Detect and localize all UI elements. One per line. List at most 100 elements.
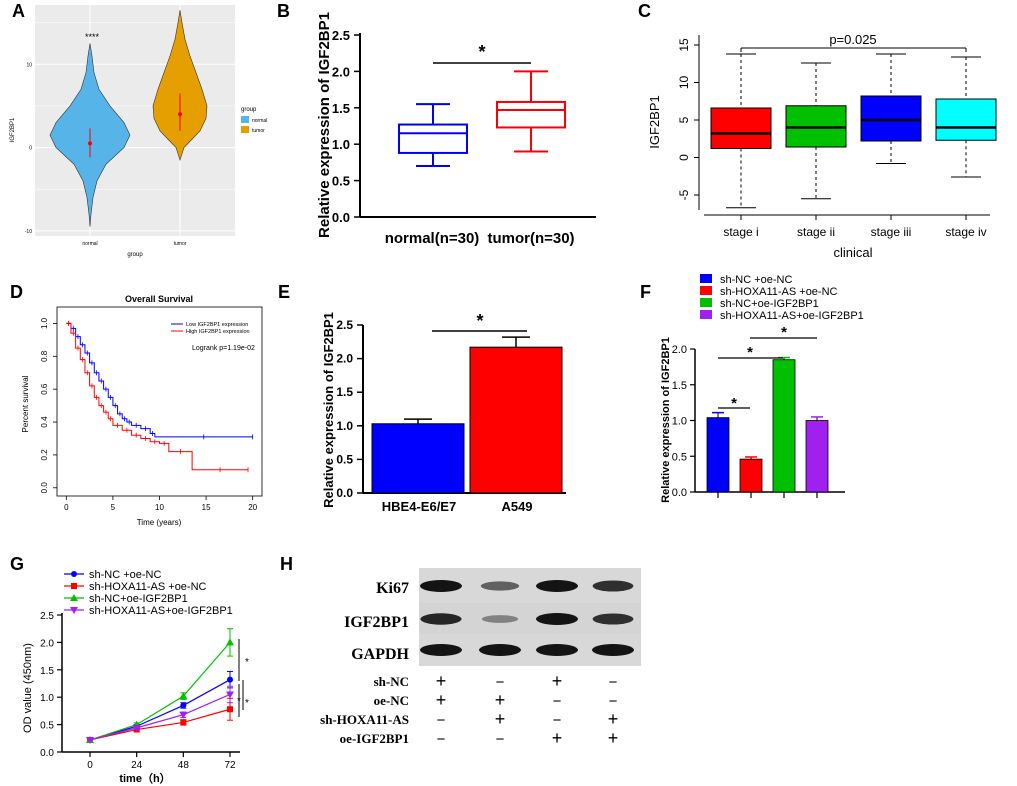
y-axis-label: Relative expression of IGF2BP1 <box>316 12 333 238</box>
x-axis-label: Time (years) <box>137 518 182 527</box>
x-ticks: normal tumor <box>82 241 186 247</box>
condition-mark: + <box>495 690 506 710</box>
y-tick-label: 2.0 <box>336 352 353 366</box>
survival-curve <box>66 322 249 471</box>
y-tick-label: 5 <box>677 116 691 123</box>
bar <box>469 346 563 494</box>
condition-mark: − <box>496 674 505 691</box>
y-tick-label: 0.5 <box>336 452 353 466</box>
box <box>398 123 468 154</box>
significance-label: * <box>245 657 249 668</box>
violins <box>49 10 208 227</box>
significance-label: **** <box>85 32 100 42</box>
x-tick-label: tumor <box>174 241 187 247</box>
y-tick-label: 0.5 <box>40 721 54 732</box>
condition-mark: + <box>608 709 619 729</box>
blot-band <box>420 580 462 592</box>
blot-band <box>536 580 578 592</box>
x-tick-label: 0 <box>87 760 93 771</box>
blot-band <box>536 613 578 625</box>
condition-mark: + <box>436 671 447 691</box>
x-tick-label: 20 <box>248 503 257 512</box>
legend-entry: sh-NC+oe-IGF2BP1 <box>89 593 188 605</box>
x-tick-label: 15 <box>202 503 211 512</box>
logrank-annotation: Logrank p=1.19e-02 <box>192 345 255 352</box>
y-tick-label: 0 <box>677 154 691 161</box>
legend-entry-high: High IGF2BP1 expression <box>186 329 250 335</box>
y-tick-label: 0.5 <box>672 451 687 463</box>
data-point <box>70 607 78 614</box>
pvalue-label: p=0.025 <box>829 32 876 47</box>
condition-mark: − <box>496 731 505 748</box>
panel-label-g: G <box>10 554 24 574</box>
y-tick-label: 10 <box>26 62 32 68</box>
data-point <box>226 691 234 699</box>
y-tick-label: 0.0 <box>40 482 49 494</box>
y-tick-label: 1.0 <box>672 416 687 428</box>
data-point <box>71 571 77 577</box>
y-tick-label: 0.0 <box>332 210 350 225</box>
y-tick-label: 1.5 <box>40 666 54 677</box>
x-tick-label: 5 <box>111 503 116 512</box>
significance-label: * <box>476 311 483 331</box>
box <box>860 95 922 142</box>
axis-ticks: 0 5 10 15 20 0.0 0.2 0.4 0.6 0.8 1.0 <box>40 317 258 512</box>
significance-label: * <box>747 344 753 361</box>
condition-mark: + <box>552 728 563 748</box>
blot-band <box>536 644 578 656</box>
y-tick-label: 0.0 <box>336 486 353 500</box>
y-tick-label: 1.5 <box>672 380 687 392</box>
bar <box>772 359 796 493</box>
significance-label: * <box>478 42 485 62</box>
data-point <box>226 638 234 646</box>
x-tick-label: 72 <box>224 760 236 771</box>
band-label-igf2bp1: IGF2BP1 <box>344 614 409 631</box>
panel-a: 10 0 -10 normal tumor **** group IGF2BP1 gr… <box>10 5 267 258</box>
condition-mark: + <box>608 728 619 748</box>
blot-band <box>480 581 520 591</box>
blot-band <box>592 580 634 592</box>
blot-band <box>420 644 462 656</box>
legend-entry-tumor: tumor <box>252 128 265 134</box>
y-ticks: 0.0 0.5 1.0 1.5 2.0 2.5 <box>336 318 363 500</box>
y-tick-label: 0.5 <box>332 174 350 189</box>
y-tick-label: 0.2 <box>40 449 49 461</box>
y-tick-label: 2.0 <box>672 344 687 356</box>
y-ticks: -5 0 5 10 15 <box>677 38 699 200</box>
panel-h: Ki67 IGF2BP1 GAPDH sh-NC oe-NC sh-HOXA11… <box>320 568 641 748</box>
band-label-ki67: Ki67 <box>376 580 409 597</box>
panel-label-e: E <box>278 282 290 302</box>
condition-mark: − <box>437 712 446 729</box>
y-tick-label: 1.5 <box>336 385 353 399</box>
data-point <box>179 711 188 719</box>
y-tick-label: 2.0 <box>332 64 350 79</box>
blot-band <box>420 613 462 625</box>
panel-label-f: F <box>640 282 651 302</box>
y-tick-label: 2.5 <box>332 28 350 43</box>
panel-label-c: C <box>638 1 651 21</box>
x-tick-label: 0 <box>64 503 69 512</box>
data-point <box>227 706 233 713</box>
x-tick-label: stage iv <box>945 225 986 239</box>
x-tick-label: stage iii <box>871 225 912 239</box>
axis-ticks: 0.0 0.5 1.0 1.5 2.0 2.5 0 24 48 72 <box>40 611 236 771</box>
legend-entry-shnc-oenc: sh-NC +oe-NC <box>720 274 792 286</box>
condition-mark: − <box>609 674 618 691</box>
legend-entry: sh-NC +oe-NC <box>89 569 161 581</box>
significance-label: * <box>781 324 787 341</box>
legend-swatch-shnc-oeigf <box>700 298 712 307</box>
blot-band <box>592 613 634 625</box>
legend-entry-shnc-oeigf: sh-NC+oe-IGF2BP1 <box>720 298 819 310</box>
y-tick-label: 2.5 <box>40 611 54 622</box>
legend-swatch-shhox-oeigf <box>700 310 712 319</box>
bars <box>706 356 829 498</box>
legend-entry-shhox-oeigf: sh-HOXA11-AS+oe-IGF2BP1 <box>720 310 864 322</box>
y-tick-label: 1.5 <box>332 101 350 116</box>
x-tick-tumor: tumor(n=30) <box>487 230 574 247</box>
data-point <box>71 583 77 589</box>
x-tick-label: 48 <box>178 760 190 771</box>
panel-g: 0.00.51.01.52.02.50 24 48 72 sh-NC +oe-NCsh… <box>22 569 249 785</box>
y-axis-label: IGF2BP1 <box>647 95 662 148</box>
legend-swatch-shhox-oenc <box>700 286 712 295</box>
